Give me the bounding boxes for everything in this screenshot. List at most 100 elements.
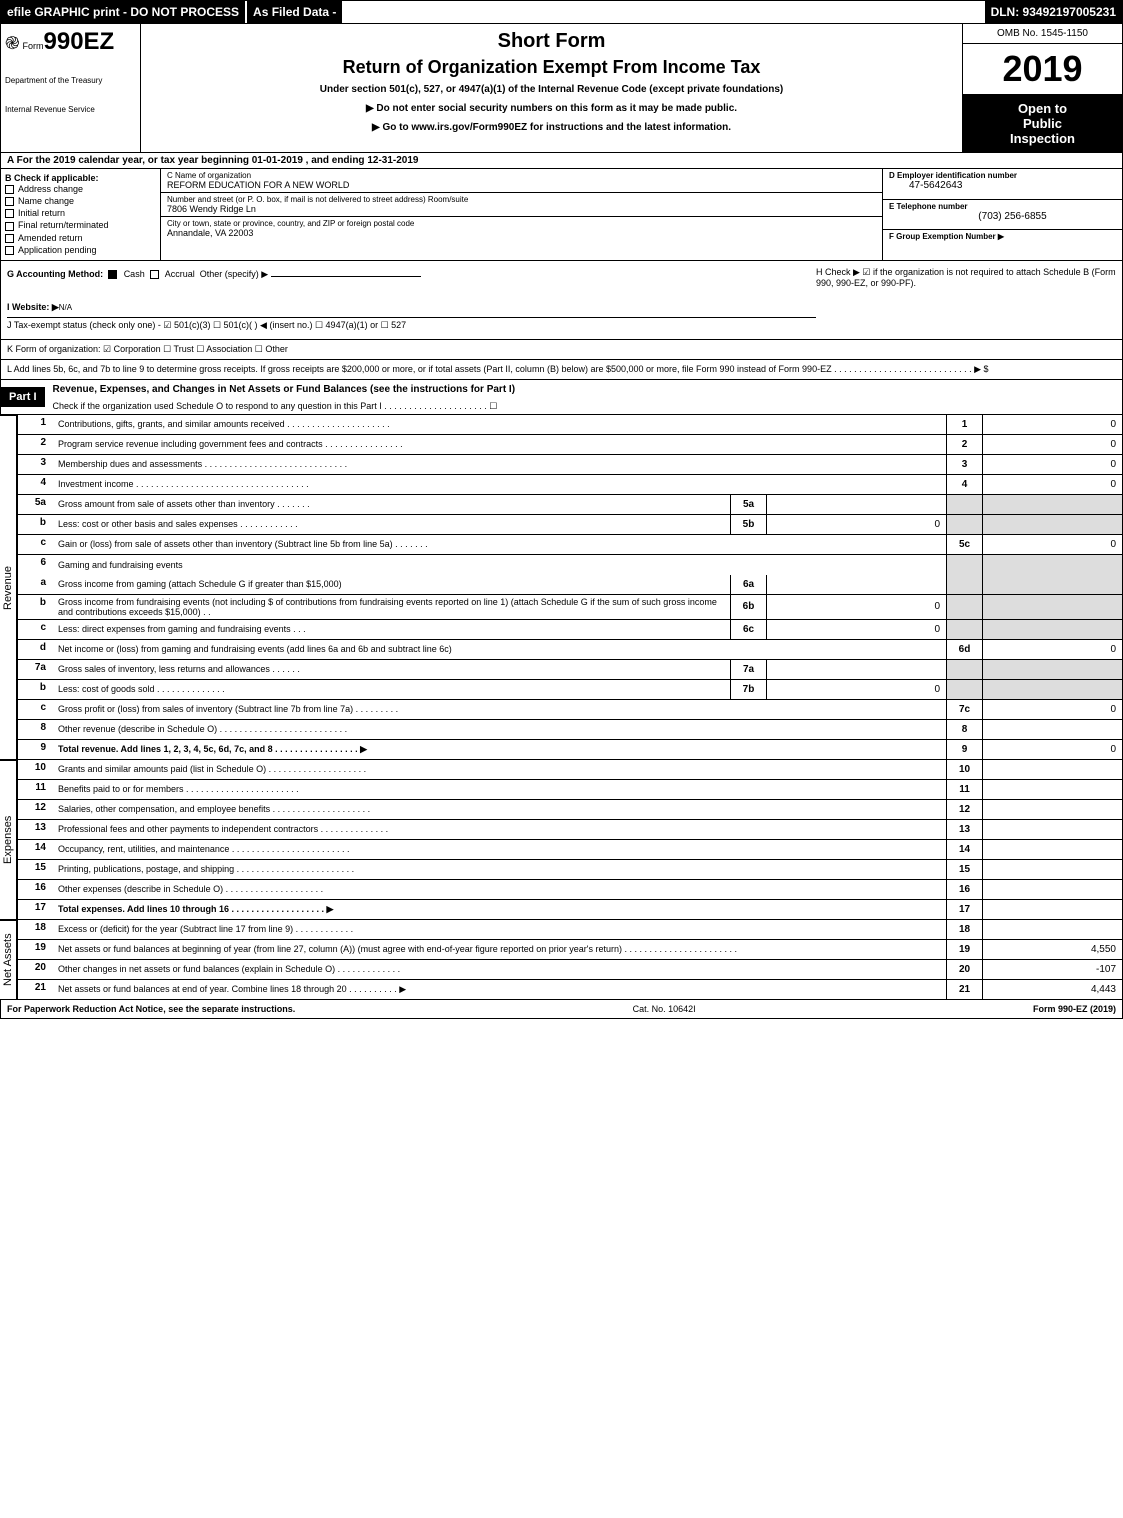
- checkbox-cash-icon[interactable]: [108, 270, 117, 279]
- line-val: [982, 880, 1122, 899]
- line-rn: 2: [946, 435, 982, 454]
- line-rn: 13: [946, 820, 982, 839]
- checkbox-icon[interactable]: [5, 197, 14, 206]
- line-15: 15Printing, publications, postage, and s…: [17, 860, 1123, 880]
- line-val: 0: [982, 700, 1122, 719]
- line-val: [982, 920, 1122, 939]
- line-num: d: [18, 640, 54, 659]
- line-21: 21Net assets or fund balances at end of …: [17, 980, 1123, 1000]
- g-other-line[interactable]: [271, 276, 421, 277]
- line-val: [982, 760, 1122, 779]
- line-num: 14: [18, 840, 54, 859]
- b-opt-name: Name change: [5, 195, 156, 207]
- line-6c: cLess: direct expenses from gaming and f…: [17, 620, 1123, 640]
- line-rn: 8: [946, 720, 982, 739]
- line-6: 6Gaming and fundraising events: [17, 555, 1123, 575]
- line-num: 5a: [18, 495, 54, 514]
- net-assets-section: Net Assets 18Excess or (deficit) for the…: [0, 920, 1123, 1000]
- line-val: 0: [982, 740, 1122, 759]
- line-sn: 5a: [730, 495, 766, 514]
- line-num: 8: [18, 720, 54, 739]
- line-rn: 17: [946, 900, 982, 919]
- line-desc: Printing, publications, postage, and shi…: [54, 860, 946, 879]
- line-9: 9Total revenue. Add lines 1, 2, 3, 4, 5c…: [17, 740, 1123, 760]
- line-rn: 5c: [946, 535, 982, 554]
- line-desc: Occupancy, rent, utilities, and maintena…: [54, 840, 946, 859]
- line-desc: Gross sales of inventory, less returns a…: [54, 660, 730, 679]
- line-val: [982, 800, 1122, 819]
- checkbox-icon[interactable]: [5, 246, 14, 255]
- checkbox-icon[interactable]: [5, 234, 14, 243]
- tax-year: 2019: [963, 44, 1122, 95]
- col-d: D Employer identification number 47-5642…: [882, 169, 1122, 260]
- line-val: [982, 680, 1122, 699]
- line-rn: [946, 680, 982, 699]
- part1-header: Part I Revenue, Expenses, and Changes in…: [0, 380, 1123, 415]
- line-val: [982, 860, 1122, 879]
- line-val: [982, 575, 1122, 594]
- line-sn: 6c: [730, 620, 766, 639]
- line-rn: 6d: [946, 640, 982, 659]
- expenses-section: Expenses 10Grants and similar amounts pa…: [0, 760, 1123, 920]
- line-desc: Total expenses. Add lines 10 through 16 …: [54, 900, 946, 919]
- note-ssn: ▶ Do not enter social security numbers o…: [147, 103, 956, 114]
- line-num: 12: [18, 800, 54, 819]
- b-opt-pending: Application pending: [5, 244, 156, 256]
- line-rn: 10: [946, 760, 982, 779]
- line-num: 3: [18, 455, 54, 474]
- line-sn: 7b: [730, 680, 766, 699]
- line-num: c: [18, 700, 54, 719]
- line-desc: Grants and similar amounts paid (list in…: [54, 760, 946, 779]
- line-sn: 6a: [730, 575, 766, 594]
- line-rn: [946, 515, 982, 534]
- c-city-label: City or town, state or province, country…: [167, 219, 876, 228]
- b-opt-label: Name change: [18, 196, 74, 206]
- line-num: 15: [18, 860, 54, 879]
- line-sv: 0: [766, 515, 946, 534]
- line-num: c: [18, 620, 54, 639]
- line-2: 2Program service revenue including gover…: [17, 435, 1123, 455]
- col-b: B Check if applicable: Address change Na…: [1, 169, 161, 260]
- line-num: 13: [18, 820, 54, 839]
- header-center: Short Form Return of Organization Exempt…: [141, 24, 962, 152]
- d-grp-label: F Group Exemption Number ▶: [889, 232, 1116, 241]
- line-desc: Net income or (loss) from gaming and fun…: [54, 640, 946, 659]
- line-rn: 4: [946, 475, 982, 494]
- footer: For Paperwork Reduction Act Notice, see …: [0, 1000, 1123, 1019]
- line-val: -107: [982, 960, 1122, 979]
- line-num: 4: [18, 475, 54, 494]
- line-desc: Gross profit or (loss) from sales of inv…: [54, 700, 946, 719]
- checkbox-icon[interactable]: [5, 222, 14, 231]
- line-5a: 5aGross amount from sale of assets other…: [17, 495, 1123, 515]
- line-desc: Less: cost or other basis and sales expe…: [54, 515, 730, 534]
- checkbox-icon[interactable]: [5, 209, 14, 218]
- checkbox-icon[interactable]: [5, 185, 14, 194]
- line-18: 18Excess or (deficit) for the year (Subt…: [17, 920, 1123, 940]
- i-row: I Website: ▶N/A: [7, 300, 816, 315]
- line-rn: [946, 595, 982, 619]
- dept-irs: Internal Revenue Service: [5, 105, 136, 114]
- line-19: 19Net assets or fund balances at beginni…: [17, 940, 1123, 960]
- g-opt-cash: Cash: [124, 269, 145, 279]
- row-k: K Form of organization: ☑ Corporation ☐ …: [0, 340, 1123, 360]
- line-rn: 7c: [946, 700, 982, 719]
- line-val: [982, 840, 1122, 859]
- line-desc-bold: Total expenses. Add lines 10 through 16 …: [58, 904, 333, 915]
- line-num: b: [18, 595, 54, 619]
- open-line2: Public: [969, 116, 1116, 131]
- line-desc: Gain or (loss) from sale of assets other…: [54, 535, 946, 554]
- line-rn: [946, 495, 982, 514]
- c-street-value: 7806 Wendy Ridge Ln: [167, 204, 876, 214]
- footer-catno: Cat. No. 10642I: [633, 1004, 696, 1014]
- checkbox-accrual-icon[interactable]: [150, 270, 159, 279]
- return-title: Return of Organization Exempt From Incom…: [147, 57, 956, 78]
- b-opt-label: Address change: [18, 184, 83, 194]
- part1-check: Check if the organization used Schedule …: [45, 399, 1122, 414]
- line-num: 2: [18, 435, 54, 454]
- line-desc: Other expenses (describe in Schedule O) …: [54, 880, 946, 899]
- b-label: B Check if applicable:: [5, 173, 156, 183]
- line-desc: Gross income from fundraising events (no…: [54, 595, 730, 619]
- line-rn: 11: [946, 780, 982, 799]
- dept-treasury: Department of the Treasury: [5, 76, 136, 85]
- col-c: C Name of organization REFORM EDUCATION …: [161, 169, 882, 260]
